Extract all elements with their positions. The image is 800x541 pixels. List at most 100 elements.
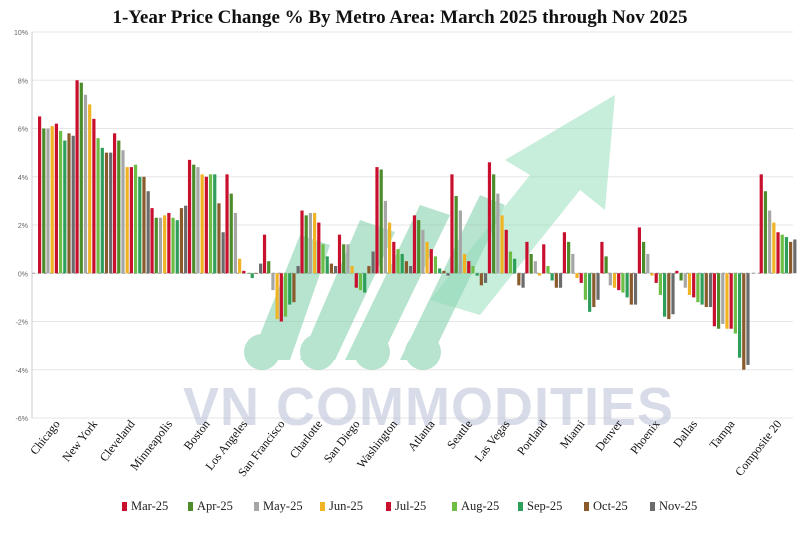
bar-cleveland-oct-25 — [142, 176, 146, 274]
bar-tampa-aug-25 — [733, 273, 737, 334]
bar-los-angeles-jul-25 — [242, 270, 246, 274]
bar-phoenix-oct-25 — [667, 273, 671, 320]
bar-cleveland-sep-25 — [138, 176, 142, 274]
bar-chicago-oct-25 — [67, 133, 71, 274]
bar-phoenix-nov-25 — [671, 273, 675, 315]
bar-dallas-jun-25 — [687, 273, 692, 295]
bar-atlanta-nov-25 — [446, 273, 450, 276]
legend-swatch — [122, 502, 127, 511]
bar-los-angeles-mar-25 — [225, 174, 229, 274]
bar-portland-oct-25 — [554, 273, 558, 288]
bar-tampa-oct-25 — [742, 273, 746, 370]
y-tick-label: -6% — [16, 416, 28, 423]
bar-boston-may-25 — [196, 167, 200, 274]
bar-tampa-apr-25 — [716, 273, 721, 329]
bar-seattle-apr-25 — [454, 196, 458, 274]
bar-washington-nov-25 — [408, 266, 413, 274]
y-tick-label: -4% — [16, 368, 28, 375]
bar-dallas-aug-25 — [696, 273, 700, 303]
bar-los-angeles-nov-25 — [259, 263, 263, 274]
bar-miami-mar-25 — [562, 232, 567, 274]
bar-atlanta-mar-25 — [412, 215, 417, 274]
bar-washington-apr-25 — [379, 169, 383, 274]
legend-swatch — [386, 502, 391, 511]
bar-chicago-nov-25 — [71, 135, 75, 274]
bar-miami-aug-25 — [583, 273, 588, 300]
bar-denver-sep-25 — [625, 273, 629, 298]
bar-charlotte-nov-25 — [334, 266, 338, 274]
bar-tampa-may-25 — [721, 273, 725, 324]
legend-swatch — [320, 502, 325, 511]
bar-dallas-apr-25 — [679, 273, 683, 281]
bar-las-vegas-mar-25 — [487, 162, 492, 274]
legend-swatch — [254, 502, 259, 511]
bar-miami-oct-25 — [592, 273, 596, 308]
bar-new-york-jul-25 — [92, 118, 96, 274]
bar-san-francisco-oct-25 — [292, 273, 296, 303]
bar-los-angeles-jun-25 — [238, 258, 242, 274]
bar-atlanta-sep-25 — [438, 268, 442, 274]
bar-seattle-jun-25 — [462, 253, 467, 274]
y-tick-label: 6% — [18, 127, 28, 134]
bar-san-francisco-mar-25 — [262, 234, 267, 274]
bar-washington-jun-25 — [387, 222, 392, 274]
bar-boston-apr-25 — [192, 164, 196, 274]
bar-seattle-mar-25 — [450, 174, 454, 274]
bar-miami-nov-25 — [596, 273, 600, 300]
bar-charlotte-mar-25 — [300, 210, 304, 274]
bar-san-francisco-apr-25 — [267, 261, 271, 274]
bar-washington-oct-25 — [404, 261, 408, 274]
bar-portland-jun-25 — [537, 273, 542, 276]
bar-new-york-sep-25 — [100, 147, 104, 274]
bar-los-angeles-aug-25 — [246, 273, 250, 274]
bar-phoenix-aug-25 — [658, 273, 662, 295]
bar-atlanta-jul-25 — [429, 249, 433, 274]
bar-composite-20-jun-25 — [772, 222, 776, 274]
bar-atlanta-apr-25 — [417, 220, 421, 274]
y-tick-label: 0% — [18, 271, 28, 278]
legend-label: Apr-25 — [197, 499, 233, 513]
bar-chicago-sep-25 — [63, 140, 67, 274]
bar-boston-aug-25 — [208, 174, 213, 274]
bar-san-diego-oct-25 — [367, 266, 371, 274]
legend-swatch — [452, 502, 457, 511]
bar-miami-jul-25 — [579, 273, 583, 283]
bar-chicago-mar-25 — [38, 116, 42, 274]
bar-san-francisco-may-25 — [271, 273, 275, 291]
bar-composite-20-aug-25 — [780, 234, 784, 274]
bar-charlotte-oct-25 — [329, 263, 334, 274]
bar-composite-20-may-25 — [768, 210, 772, 274]
bar-seattle-aug-25 — [471, 266, 475, 274]
bar-tampa-sep-25 — [737, 273, 742, 358]
bar-dallas-mar-25 — [675, 270, 679, 274]
bar-washington-may-25 — [383, 200, 387, 274]
bar-san-diego-aug-25 — [358, 273, 363, 291]
legend-label: Jul-25 — [395, 499, 426, 513]
bar-charlotte-may-25 — [308, 212, 313, 274]
bar-new-york-nov-25 — [109, 152, 113, 274]
x-tick-label: New York — [59, 417, 100, 464]
bar-atlanta-jun-25 — [425, 241, 429, 274]
bar-cleveland-aug-25 — [133, 164, 138, 274]
bar-charlotte-sep-25 — [325, 256, 329, 274]
bar-las-vegas-aug-25 — [508, 251, 513, 274]
bar-miami-jun-25 — [575, 273, 579, 279]
bar-minneapolis-mar-25 — [150, 208, 154, 274]
bar-san-francisco-sep-25 — [288, 273, 292, 305]
legend-label: Mar-25 — [131, 499, 168, 513]
legend-swatch — [188, 502, 193, 511]
bar-san-diego-may-25 — [346, 244, 350, 274]
bar-composite-20-jul-25 — [776, 232, 780, 274]
bar-washington-jul-25 — [392, 241, 396, 274]
bar-composite-20-apr-25 — [763, 191, 768, 274]
bar-minneapolis-sep-25 — [175, 220, 179, 274]
bar-denver-jun-25 — [612, 273, 617, 288]
legend-label: May-25 — [263, 499, 303, 513]
bar-cleveland-jun-25 — [125, 167, 129, 274]
bar-atlanta-aug-25 — [433, 256, 438, 274]
bar-phoenix-may-25 — [646, 253, 650, 274]
y-tick-label: -2% — [16, 320, 28, 327]
legend-swatch — [518, 502, 523, 511]
bar-chicago-jul-25 — [54, 123, 58, 274]
